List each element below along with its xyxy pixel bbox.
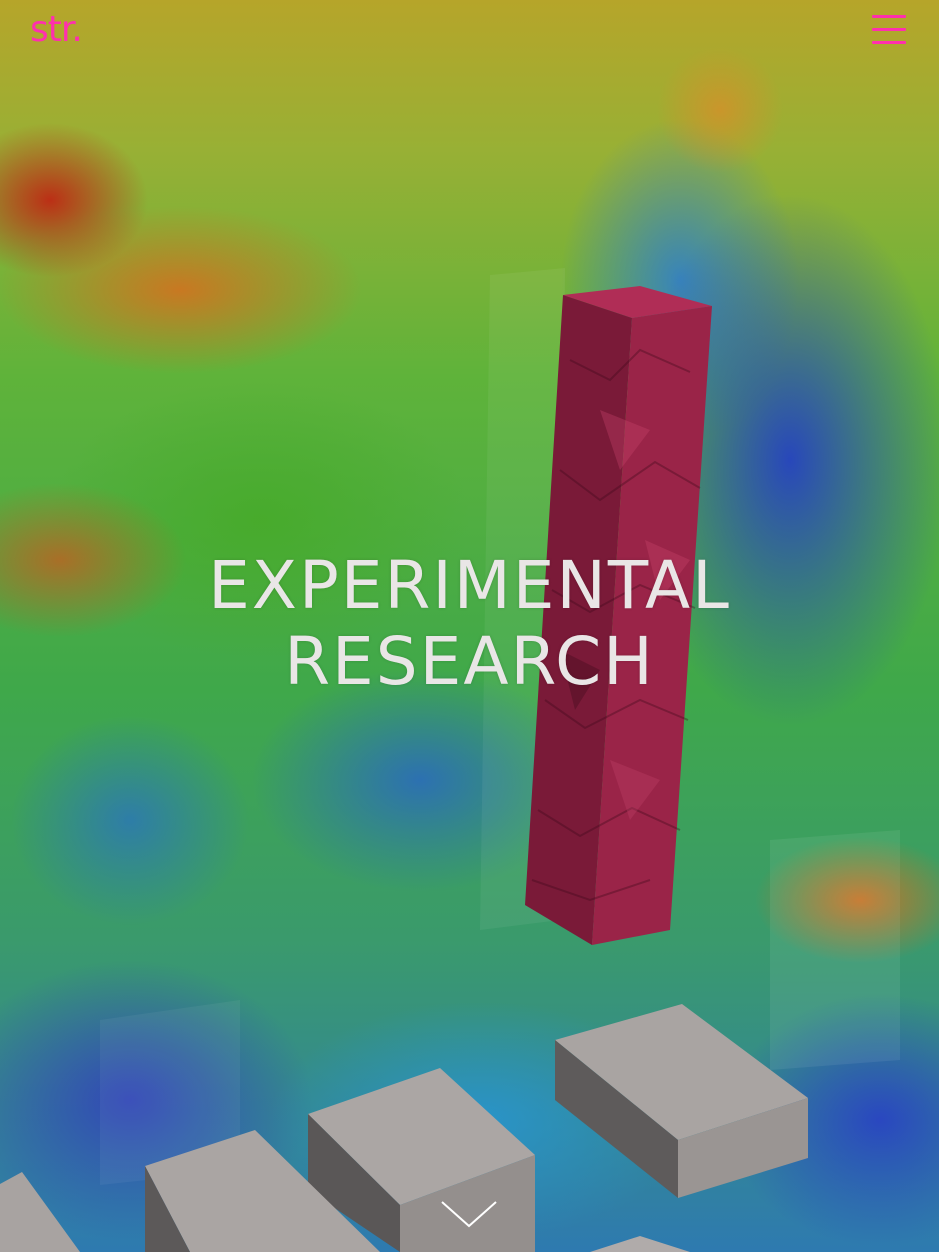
hero-title-line-1: EXPERIMENTAL bbox=[208, 547, 731, 624]
menu-bar bbox=[872, 28, 906, 31]
ground-block bbox=[590, 1236, 690, 1252]
hero-title: EXPERIMENTAL RESEARCH bbox=[0, 548, 939, 700]
hamburger-menu-icon[interactable] bbox=[870, 12, 908, 46]
tower-model bbox=[525, 286, 712, 945]
site-logo[interactable]: str. bbox=[30, 9, 83, 50]
ground-block bbox=[0, 1172, 80, 1252]
menu-bar bbox=[872, 41, 906, 44]
ground-block bbox=[145, 1130, 380, 1252]
ground-block bbox=[555, 1004, 808, 1198]
chevron-down-icon[interactable] bbox=[438, 1196, 500, 1232]
ground-block bbox=[308, 1068, 535, 1252]
hero-title-line-2: RESEARCH bbox=[284, 623, 655, 700]
menu-bar bbox=[872, 15, 906, 18]
